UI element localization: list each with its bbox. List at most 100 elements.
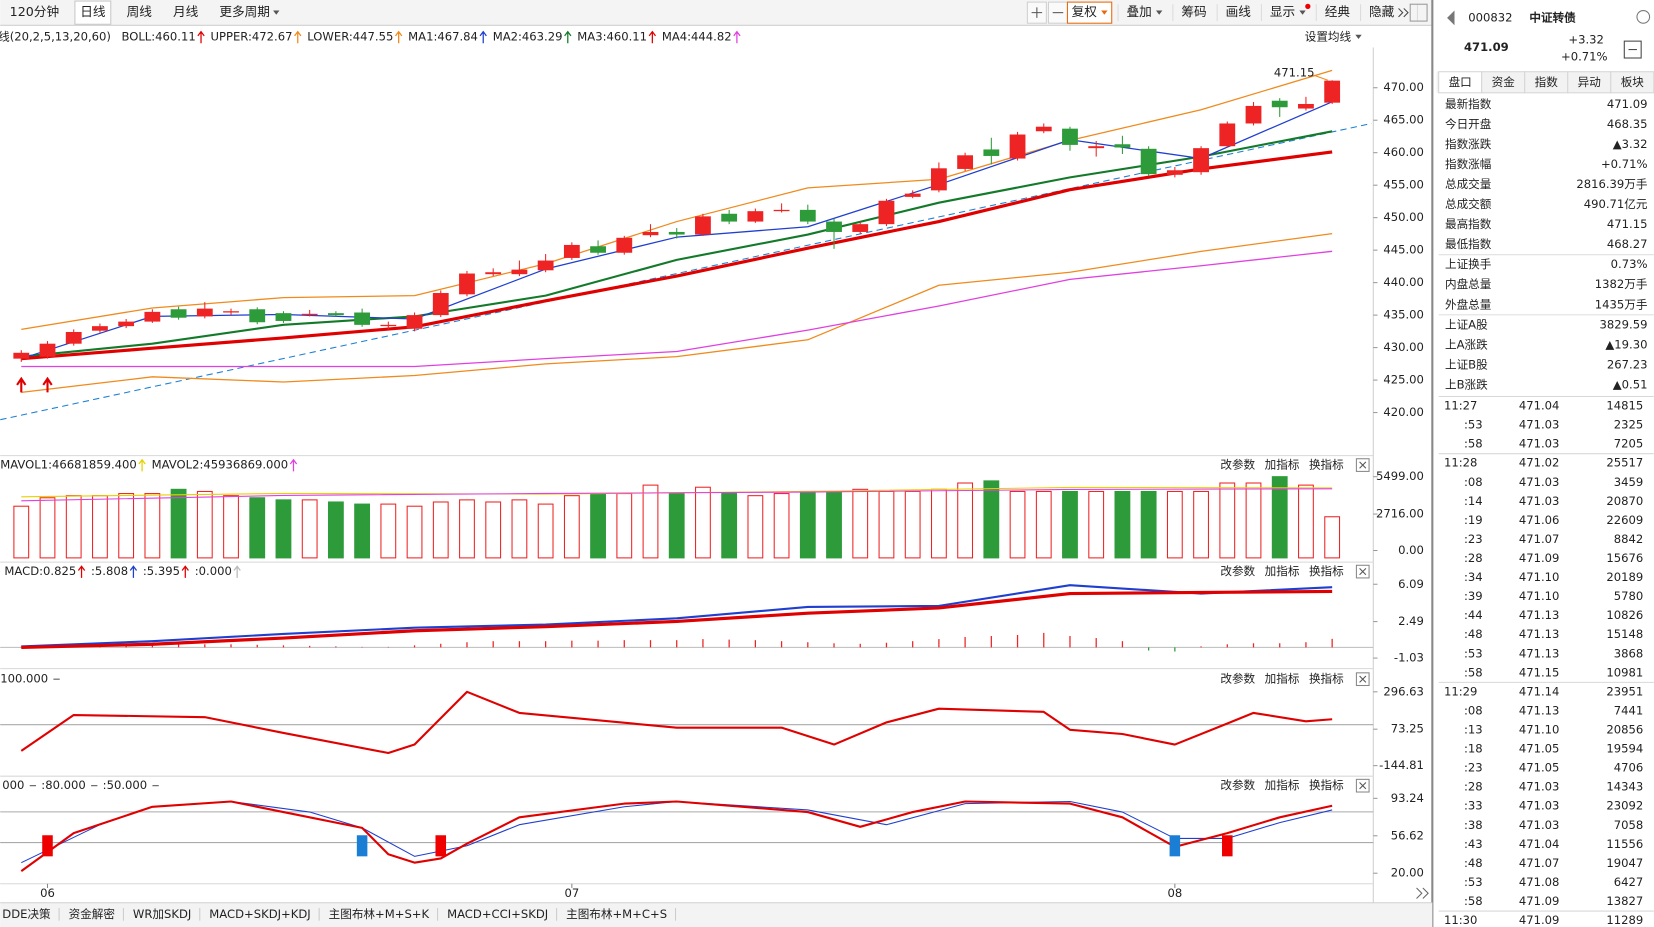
tick-price: 471.15 [1519, 665, 1560, 679]
legend-arrow [197, 30, 205, 44]
tool-button[interactable]: 画线 [1226, 4, 1252, 19]
volume-bar [1114, 490, 1131, 559]
volume-bar [826, 490, 842, 559]
info-icon[interactable] [1636, 10, 1651, 24]
ma-settings[interactable]: 设置均线 [1305, 29, 1352, 43]
legend-arrow [394, 30, 403, 44]
collapse-button[interactable] [1623, 40, 1642, 59]
tick-time: :34 [1464, 570, 1483, 584]
bottom-tab[interactable]: 主图布林+M+C+S [566, 907, 667, 921]
scroll-icon [1416, 887, 1429, 899]
y-tick-label: 2716.00 [1376, 507, 1424, 521]
x-tick-label: 08 [1167, 886, 1182, 900]
panel-button[interactable]: 加指标 [1265, 778, 1300, 792]
panel-button[interactable]: 换指标 [1309, 672, 1344, 686]
tick-volume: 11289 [1606, 913, 1643, 927]
tick-price: 471.07 [1519, 856, 1560, 870]
tick-volume: 7058 [1614, 818, 1644, 832]
tool-button[interactable]: 显示 [1270, 4, 1295, 19]
legend-item: 100.000 [0, 672, 48, 686]
panel-button[interactable]: 改参数 [1220, 778, 1255, 792]
period-tab[interactable]: 日线 [80, 4, 106, 19]
tick-price: 471.13 [1519, 646, 1560, 660]
y-tick-label: 56.62 [1391, 828, 1424, 842]
candle-body [65, 331, 82, 344]
zoom-in-icon [1031, 7, 1043, 18]
y-tick-label: 425.00 [1383, 373, 1424, 387]
tool-button[interactable]: 复权 [1072, 4, 1098, 19]
tool-button[interactable]: 经典 [1325, 4, 1351, 19]
tick-time: :28 [1464, 551, 1483, 565]
period-tab-box [74, 0, 112, 25]
indicator-line [21, 488, 1333, 502]
candle-body [39, 343, 56, 357]
stat-label: 最高指数 [1445, 217, 1492, 231]
period-tab[interactable]: 周线 [127, 4, 153, 19]
indicator-line [21, 250, 1333, 368]
stat-label: 上B涨跌 [1445, 377, 1488, 391]
bottom-tab[interactable]: WR加SKDJ [133, 907, 191, 921]
period-tab[interactable]: 120分钟 [10, 4, 59, 19]
candle-body [1009, 134, 1026, 159]
panel-button[interactable]: 改参数 [1220, 564, 1255, 578]
y-tick-label: 465.00 [1383, 113, 1424, 127]
volume-bar [590, 493, 606, 559]
tick-volume: 20870 [1606, 494, 1643, 508]
tick-time: :53 [1464, 646, 1483, 660]
bottom-tab[interactable]: 资金解密 [69, 907, 116, 921]
period-tab[interactable]: 月线 [173, 4, 199, 19]
tick-time: :48 [1464, 627, 1483, 641]
quote-tab: 指数 [1535, 75, 1559, 89]
tick-price: 471.03 [1519, 475, 1560, 489]
panel-separators [0, 455, 1374, 885]
panel-button[interactable]: 加指标 [1265, 458, 1300, 472]
tool-button[interactable]: 叠加 [1126, 4, 1151, 19]
panel-button[interactable]: 加指标 [1265, 564, 1300, 578]
period-tab[interactable]: 更多周期 [219, 4, 270, 19]
tick-price: 471.03 [1519, 418, 1560, 432]
dropdown-caret [1299, 10, 1306, 15]
tick-volume: 14815 [1606, 399, 1643, 413]
bottom-tab[interactable]: DDE决策 [2, 907, 51, 921]
y-tick-label: 73.25 [1391, 722, 1424, 736]
legend-arrow [129, 565, 138, 578]
legend-arrow [77, 565, 86, 578]
panel-button[interactable]: 改参数 [1220, 672, 1255, 686]
legend-arrow [289, 458, 298, 472]
volume-bar [1193, 490, 1209, 559]
bottom-tab[interactable]: 主图布林+M+S+K [329, 907, 430, 921]
volume-bar [695, 486, 711, 559]
candle-body [511, 269, 528, 275]
bottom-tab[interactable]: MACD+SKDJ+KDJ [209, 907, 310, 921]
legend-arrow [138, 458, 146, 472]
dropdown-caret [1355, 34, 1362, 40]
volume-bar [957, 482, 974, 559]
tool-button[interactable]: 筹码 [1181, 4, 1206, 19]
candle-body [170, 309, 187, 318]
bottom-tab[interactable]: MACD+CCI+SKDJ [447, 907, 548, 921]
tick-time: :58 [1464, 437, 1483, 451]
tick-price: 471.09 [1519, 913, 1560, 927]
volume-bar [327, 501, 344, 559]
volume-bar [13, 505, 30, 559]
tick-time: :08 [1464, 703, 1483, 717]
prev-stock[interactable] [1447, 10, 1455, 26]
candle-body [432, 293, 449, 316]
volume-bar [170, 488, 187, 559]
panel-button[interactable]: 改参数 [1220, 458, 1255, 472]
tick-volume: 11556 [1606, 837, 1643, 851]
tick-volume: 20856 [1606, 722, 1643, 736]
panel-button[interactable]: 加指标 [1265, 672, 1300, 686]
y-tick-label: 430.00 [1383, 340, 1424, 354]
tool-button[interactable]: 隐藏 [1369, 4, 1395, 19]
tick-time: :23 [1464, 761, 1483, 775]
tick-price: 471.10 [1519, 589, 1560, 603]
main-params: 线(20,2,5,13,20,60) [0, 29, 111, 43]
panel-button[interactable]: 换指标 [1309, 778, 1344, 792]
fullscreen-button[interactable] [1409, 3, 1428, 22]
panel-close-icon [1359, 782, 1367, 790]
panel-button[interactable]: 换指标 [1309, 564, 1344, 578]
legend-item: MA3:460.11 [577, 29, 647, 43]
quote-tab: 盘口 [1449, 75, 1472, 89]
panel-button[interactable]: 换指标 [1309, 458, 1344, 472]
